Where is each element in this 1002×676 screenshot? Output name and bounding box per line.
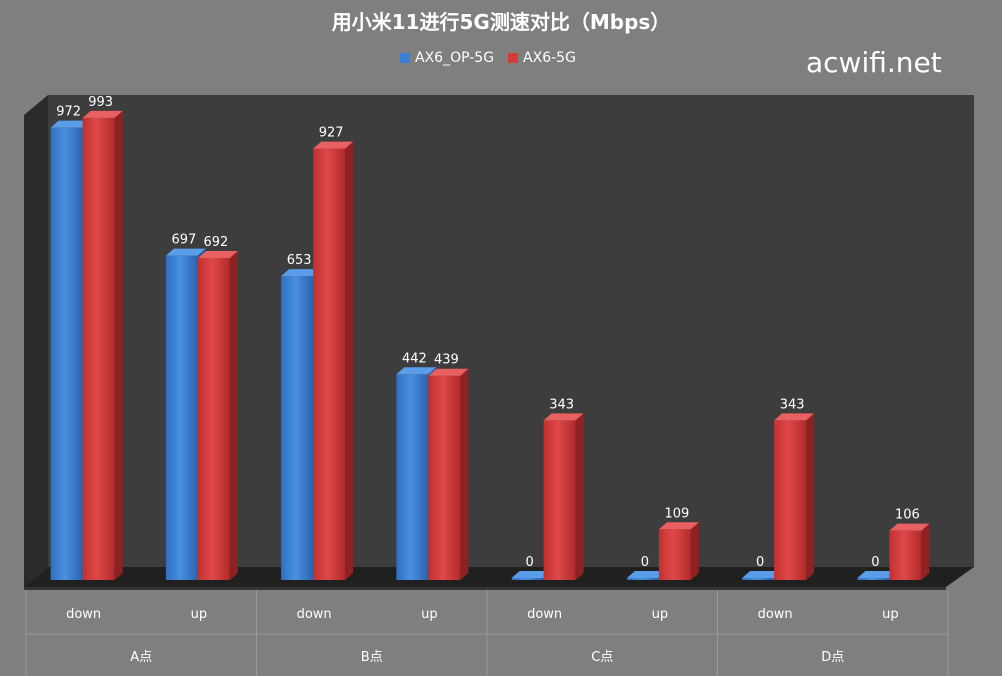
plot-floor: [24, 567, 974, 587]
bar-front: [165, 255, 198, 580]
bar-front: [658, 529, 691, 580]
plot-side-wall: [24, 95, 48, 587]
bar-top: [626, 571, 667, 578]
x-tick-label: down: [297, 607, 332, 622]
legend: AX6_OP-5G AX6-5G: [400, 50, 576, 66]
data-label: 927: [319, 126, 344, 141]
data-label: 442: [402, 351, 427, 366]
data-label: 972: [56, 105, 81, 120]
plot-back-wall: [48, 95, 974, 567]
bar-top: [428, 368, 469, 376]
bar-side: [460, 368, 469, 580]
data-label: 106: [895, 508, 920, 523]
x-group-label: A点: [130, 650, 152, 665]
data-label: 692: [203, 235, 228, 250]
bar-top: [658, 522, 699, 530]
legend-item-series-1: AX6-5G: [508, 50, 576, 66]
data-label: 109: [664, 506, 689, 521]
bar-front: [511, 578, 544, 580]
bar-1-6: 343: [774, 397, 815, 580]
bar-front: [313, 148, 346, 581]
bar-top: [857, 571, 898, 578]
bar-side: [229, 250, 238, 580]
bar-side: [921, 523, 930, 580]
legend-item-series-0: AX6_OP-5G: [400, 50, 494, 66]
bar-1-3: 439: [428, 353, 469, 580]
bar-side: [690, 522, 699, 580]
x-tick-label: up: [191, 607, 208, 622]
bar-front: [774, 420, 807, 580]
bar-side: [575, 413, 584, 580]
bar-front: [281, 276, 314, 580]
x-tick-label: up: [882, 607, 899, 622]
bar-top: [197, 250, 238, 258]
bar-1-5: 109: [658, 506, 699, 580]
x-group-label: B点: [361, 650, 383, 665]
bar-front: [889, 530, 922, 580]
data-label: 439: [434, 353, 459, 368]
bar-1-0: 993: [82, 95, 123, 580]
x-group-label: C点: [591, 650, 613, 665]
bar-top: [774, 413, 815, 421]
bar-front: [428, 375, 461, 580]
data-label: 993: [88, 95, 113, 110]
bar-top: [396, 367, 437, 375]
data-label: 697: [171, 233, 196, 248]
data-label: 653: [287, 253, 312, 268]
legend-label-series-1: AX6-5G: [523, 50, 576, 66]
data-label: 0: [641, 555, 649, 570]
legend-swatch-blue: [400, 53, 410, 63]
bar-1-4: 343: [543, 397, 584, 580]
bar-front: [82, 117, 115, 580]
bar-1-1: 692: [197, 235, 238, 580]
bar-front: [396, 374, 429, 580]
bar-top: [82, 110, 123, 118]
bar-side: [114, 110, 123, 580]
bar-top: [543, 413, 584, 421]
data-label: 343: [780, 397, 805, 412]
legend-swatch-red: [508, 53, 519, 63]
x-tick-label: up: [421, 607, 438, 622]
bar-top: [889, 523, 930, 531]
bar-front: [742, 578, 775, 580]
bar-top: [511, 571, 552, 578]
data-label: 0: [871, 555, 879, 570]
data-label: 343: [549, 397, 574, 412]
bar-top: [165, 248, 206, 256]
watermark: acwifi.net: [806, 46, 942, 79]
plot-floor-front: [24, 587, 946, 590]
chart-title: 用小米11进行5G测速对比（Mbps）: [331, 10, 671, 34]
bar-front: [626, 578, 659, 580]
x-tick-label: down: [527, 607, 562, 622]
bar-top: [313, 141, 354, 149]
bar-top: [281, 269, 322, 277]
x-tick-label: down: [66, 607, 101, 622]
bar-front: [50, 127, 83, 580]
x-group-label: D点: [821, 650, 844, 665]
bar-top: [742, 571, 783, 578]
bar-front: [543, 420, 576, 580]
bar-top: [50, 120, 91, 128]
legend-label-series-0: AX6_OP-5G: [415, 50, 495, 66]
bar-front: [857, 578, 890, 580]
data-label: 0: [525, 555, 533, 570]
bar-1-2: 927: [313, 126, 354, 581]
bar-side: [345, 141, 354, 581]
bar-side: [806, 413, 815, 580]
x-tick-label: down: [758, 607, 793, 622]
bar-front: [197, 257, 230, 580]
x-tick-label: up: [652, 607, 669, 622]
bar-1-7: 106: [889, 508, 930, 580]
data-label: 0: [756, 555, 764, 570]
